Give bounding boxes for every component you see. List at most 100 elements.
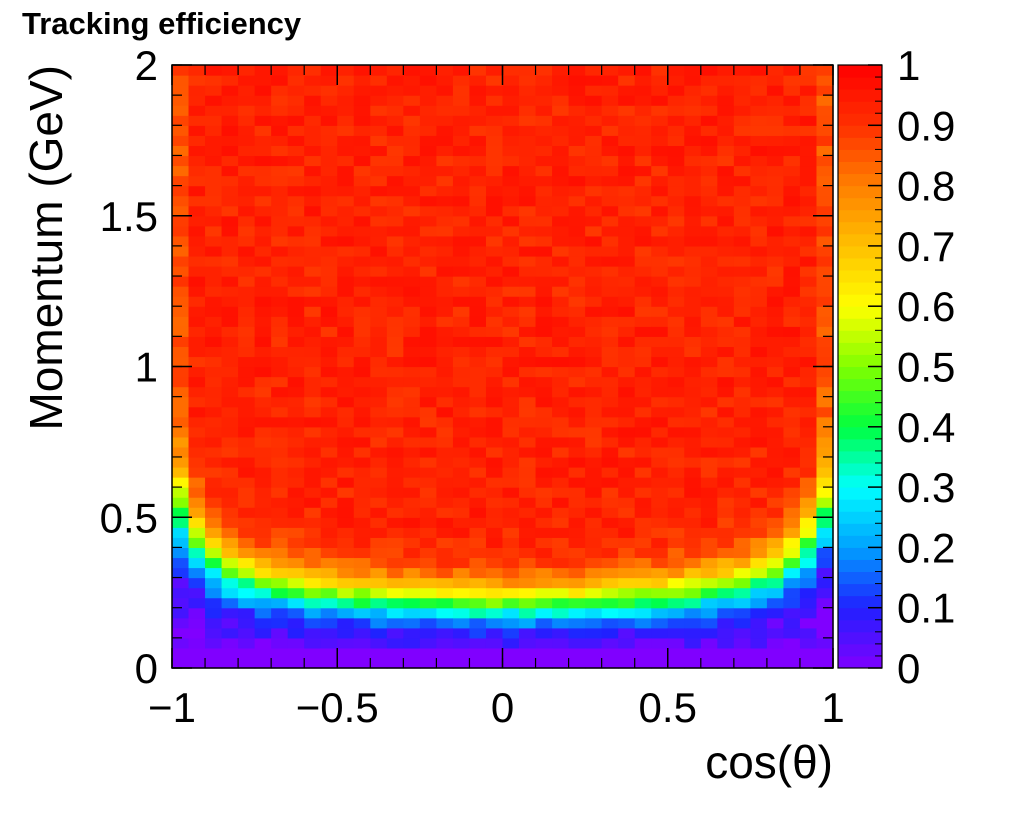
heatmap-cell [254, 477, 272, 488]
heatmap-cell [403, 396, 421, 408]
heatmap-cell [353, 245, 371, 257]
heatmap-cell [485, 376, 504, 388]
heatmap-cell [386, 195, 404, 207]
heatmap-cell [783, 155, 801, 167]
heatmap-cell [502, 477, 520, 488]
x-tick-label: 1 [821, 684, 844, 731]
heatmap-cell [452, 497, 471, 508]
heatmap-cell [436, 366, 454, 378]
heatmap-cell [799, 195, 818, 207]
heatmap-cell [469, 577, 487, 589]
heatmap-cell [634, 326, 652, 337]
heatmap-cell [502, 65, 520, 76]
heatmap-cell [717, 547, 735, 559]
heatmap-cell [799, 467, 818, 478]
heatmap-cell [221, 657, 239, 669]
heatmap-cell [667, 507, 685, 518]
heatmap-cell [618, 75, 636, 86]
heatmap-cell [717, 145, 735, 157]
heatmap-cell [750, 527, 768, 538]
heatmap-cell [353, 366, 371, 378]
heatmap-cell [700, 537, 718, 548]
heatmap-cell [552, 296, 570, 307]
heatmap-cell [601, 65, 619, 76]
heatmap-cell [783, 436, 801, 448]
heatmap-cell [403, 165, 421, 177]
heatmap-cell [370, 105, 388, 116]
heatmap-cell [634, 607, 652, 619]
heatmap-cell [238, 487, 256, 498]
heatmap-cell [254, 406, 272, 418]
heatmap-cell [353, 657, 371, 669]
heatmap-cell [667, 396, 685, 408]
heatmap-cell [403, 557, 421, 569]
heatmap-cell [469, 366, 487, 378]
heatmap-cell [766, 306, 785, 317]
heatmap-cell [337, 316, 355, 327]
heatmap-cell [304, 316, 322, 327]
heatmap-cell [320, 336, 338, 347]
heatmap-cell [337, 607, 355, 619]
heatmap-cell [502, 286, 520, 297]
heatmap-cell [601, 607, 619, 619]
heatmap-cell [370, 85, 388, 96]
heatmap-cell [799, 446, 818, 458]
heatmap-cell [172, 155, 190, 167]
heatmap-cell [238, 346, 256, 358]
heatmap-cell [535, 235, 553, 247]
heatmap-cell [485, 436, 504, 448]
heatmap-cell [585, 336, 603, 347]
heatmap-cell [651, 235, 669, 247]
heatmap-cell [271, 185, 289, 197]
heatmap-cell [271, 386, 289, 398]
heatmap-cell [634, 286, 652, 297]
heatmap-cell [469, 195, 487, 207]
heatmap-cell [717, 577, 735, 589]
heatmap-cell [271, 356, 289, 368]
heatmap-cell [684, 215, 702, 227]
heatmap-cell [370, 487, 388, 498]
heatmap-cell [353, 185, 371, 197]
colorbar-swatch [838, 185, 882, 199]
heatmap-cell [783, 175, 801, 187]
heatmap-cell [585, 195, 603, 207]
heatmap-cell [386, 507, 404, 518]
heatmap-cell [651, 276, 669, 287]
heatmap-cell [684, 296, 702, 307]
x-tick-label: 0 [491, 684, 514, 731]
heatmap-cell [419, 426, 438, 438]
heatmap-cell [651, 316, 669, 327]
heatmap-cell [188, 537, 206, 548]
heatmap-cell [287, 386, 305, 398]
heatmap-cell [469, 346, 487, 358]
heatmap-cell [519, 306, 537, 317]
heatmap-cell [238, 326, 256, 337]
heatmap-cell [568, 537, 586, 548]
heatmap-cell [221, 336, 239, 347]
heatmap-cell [766, 316, 785, 327]
heatmap-cell [271, 607, 289, 619]
heatmap-cell [816, 446, 834, 458]
heatmap-cell [585, 477, 603, 488]
heatmap-cell [766, 185, 785, 197]
heatmap-cell [386, 356, 404, 368]
heatmap-cell [585, 517, 603, 528]
colorbar-swatch [838, 77, 882, 90]
heatmap-cell [172, 316, 190, 327]
heatmap-cell [535, 225, 553, 237]
heatmap-cell [452, 366, 471, 378]
heatmap-cell [353, 517, 371, 528]
heatmap-cell [436, 547, 454, 559]
heatmap-cell [436, 477, 454, 488]
heatmap-cell [254, 376, 272, 388]
heatmap-cell [585, 346, 603, 358]
heatmap-cell [419, 95, 438, 106]
heatmap-cell [799, 386, 818, 398]
heatmap-cell [502, 446, 520, 458]
heatmap-cell [733, 195, 751, 207]
heatmap-cell [733, 436, 751, 448]
heatmap-cell [585, 436, 603, 448]
heatmap-cell [353, 85, 371, 96]
heatmap-cell [485, 65, 504, 76]
heatmap-cell [238, 577, 256, 589]
